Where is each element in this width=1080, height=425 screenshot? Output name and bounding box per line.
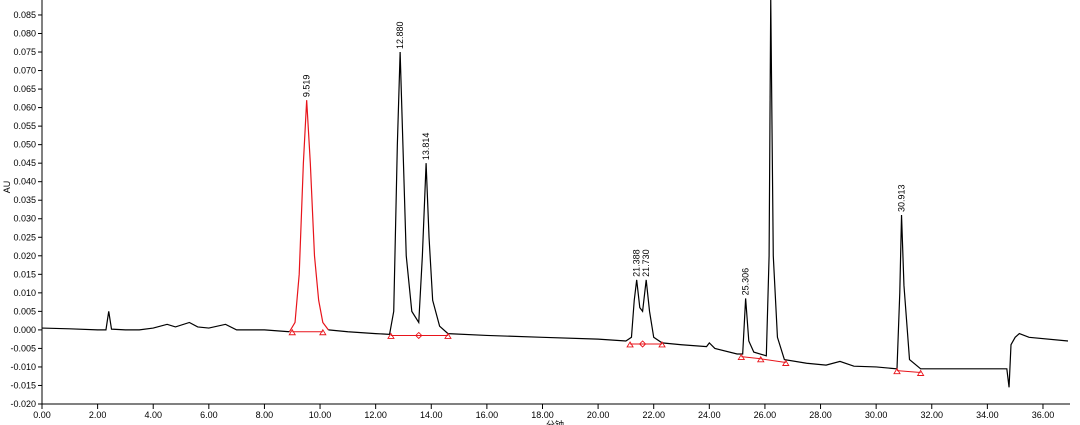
peak-label: 21.730 — [641, 249, 651, 277]
x-axis-label: 分钟 — [546, 419, 564, 425]
x-tick-label: 34.00 — [976, 410, 999, 420]
baseline-marker — [626, 341, 634, 348]
y-tick-label: 0.045 — [13, 158, 36, 168]
peak-label: 25.306 — [741, 268, 751, 296]
y-tick-label: 0.030 — [13, 214, 36, 224]
y-tick-label: 0.075 — [13, 47, 36, 57]
baseline-marker — [781, 359, 790, 366]
baseline-marker — [737, 353, 746, 361]
baseline-marker — [893, 367, 901, 375]
baseline-marker — [288, 328, 297, 336]
x-tick-label: 12.00 — [364, 410, 387, 420]
y-tick-label: 0.055 — [13, 121, 36, 131]
x-tick-label: 26.00 — [754, 410, 777, 420]
baseline-marker — [387, 332, 395, 339]
x-tick-label: 28.00 — [809, 410, 832, 420]
x-tick-label: 32.00 — [920, 410, 943, 420]
x-tick-label: 0.00 — [33, 410, 51, 420]
peak-label: 9.519 — [302, 75, 312, 98]
x-tick-label: 6.00 — [200, 410, 218, 420]
baseline-marker — [638, 340, 647, 348]
x-tick-label: 16.00 — [476, 410, 499, 420]
peak-label: 12.880 — [395, 21, 405, 49]
y-tick-label: 0.020 — [13, 251, 36, 261]
y-tick-label: 0.005 — [13, 306, 36, 316]
y-tick-label: -0.020 — [10, 399, 36, 409]
x-tick-label: 8.00 — [256, 410, 274, 420]
y-tick-label: 0.060 — [13, 103, 36, 113]
y-tick-label: -0.005 — [10, 343, 36, 353]
peak-label: 13.814 — [421, 133, 431, 161]
y-tick-label: 0.085 — [13, 10, 36, 20]
y-tick-label: 0.040 — [13, 177, 36, 187]
x-tick-label: 4.00 — [144, 410, 162, 420]
baseline-marker — [916, 369, 925, 376]
peak-label: 30.913 — [897, 185, 907, 213]
plot-area — [42, 0, 1069, 388]
trace — [288, 100, 329, 333]
baseline-marker — [756, 355, 765, 363]
y-tick-label: 0.065 — [13, 84, 36, 94]
y-tick-label: 0.010 — [13, 288, 36, 298]
y-tick-label: 0.080 — [13, 28, 36, 38]
y-tick-label: 0.000 — [13, 325, 36, 335]
y-tick-label: 0.050 — [13, 140, 36, 150]
x-tick-label: 2.00 — [89, 410, 107, 420]
x-tick-label: 22.00 — [642, 410, 665, 420]
y-tick-label: -0.015 — [10, 380, 36, 390]
x-tick-label: 20.00 — [587, 410, 610, 420]
baseline-marker — [415, 331, 423, 340]
peak-label: 21.388 — [632, 249, 642, 277]
y-tick-label: -0.010 — [10, 362, 36, 372]
baseline-marker — [658, 341, 666, 348]
x-tick-label: 14.00 — [420, 410, 443, 420]
y-axis-label: AU — [2, 181, 12, 194]
trace — [42, 0, 1069, 388]
baseline-marker — [444, 332, 452, 339]
x-tick-label: 36.00 — [1032, 410, 1055, 420]
y-tick-label: 0.035 — [13, 195, 36, 205]
baseline — [896, 370, 921, 374]
baseline-marker — [319, 328, 327, 336]
y-tick-label: 0.015 — [13, 269, 36, 279]
baseline — [741, 356, 786, 363]
x-tick-label: 18.00 — [531, 410, 554, 420]
y-tick-label: 0.025 — [13, 232, 36, 242]
x-tick-label: 10.00 — [309, 410, 332, 420]
x-tick-label: 30.00 — [865, 410, 888, 420]
x-tick-label: 24.00 — [698, 410, 721, 420]
y-tick-label: 0.070 — [13, 66, 36, 76]
